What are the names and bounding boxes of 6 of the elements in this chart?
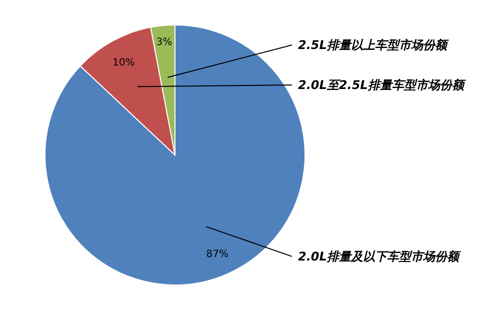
data-label: 10%: [112, 58, 135, 69]
data-label: 3%: [156, 37, 172, 48]
slice-label: 2.0L至2.5L排量车型市场份额: [298, 78, 466, 92]
slice-label: 2.5L排量以上车型市场份额: [298, 38, 449, 52]
slice-label: 2.0L排量及以下车型市场份额: [298, 249, 461, 264]
data-label: 87%: [206, 248, 228, 260]
